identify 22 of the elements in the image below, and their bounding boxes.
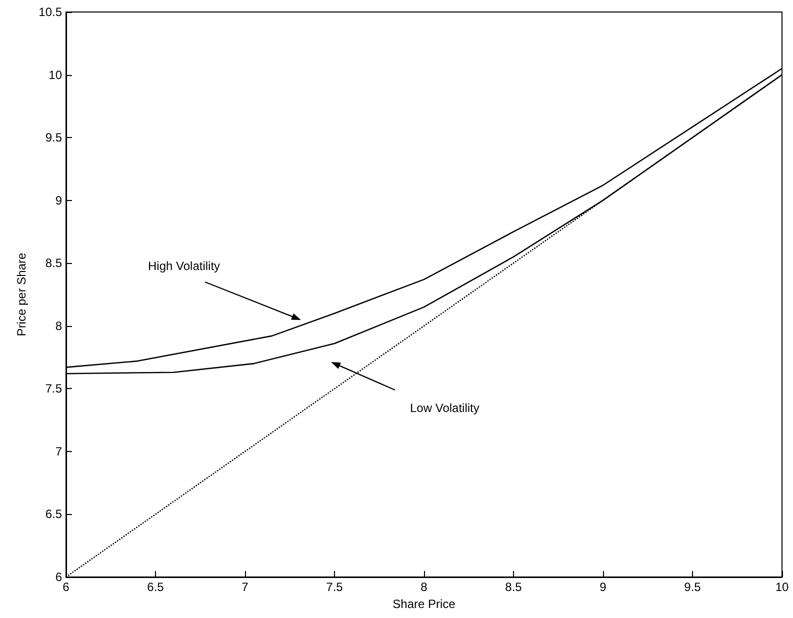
x-tick-label: 7.5 bbox=[326, 580, 344, 594]
x-tick-label: 8 bbox=[420, 580, 428, 594]
x-tick-label: 9 bbox=[600, 580, 607, 594]
y-axis-title: Price per Share bbox=[14, 252, 29, 336]
x-axis-title: Share Price bbox=[392, 596, 456, 611]
y-tick-label: 7 bbox=[55, 444, 62, 458]
y-tick-label: 9.5 bbox=[45, 130, 62, 145]
y-tick-label: 7.5 bbox=[45, 382, 62, 396]
y-tick-label: 6 bbox=[55, 570, 62, 584]
x-tick-label: 8.5 bbox=[505, 580, 522, 594]
x-tick-label: 6.5 bbox=[147, 580, 164, 594]
y-tick-label: 8.5 bbox=[45, 256, 62, 270]
x-tick-label: 7 bbox=[242, 580, 249, 594]
y-tick-label: 10.5 bbox=[38, 5, 62, 19]
y-tick-label: 10 bbox=[48, 68, 62, 82]
annotation: High Volatility bbox=[148, 259, 220, 273]
y-tick-label: 9 bbox=[55, 193, 62, 208]
x-tick-label: 10 bbox=[775, 580, 789, 594]
x-tick-label: 9.5 bbox=[684, 580, 702, 594]
y-tick-label: 8 bbox=[55, 318, 62, 333]
y-tick-label: 6.5 bbox=[45, 507, 62, 522]
annotation: Low Volatility bbox=[410, 401, 480, 415]
